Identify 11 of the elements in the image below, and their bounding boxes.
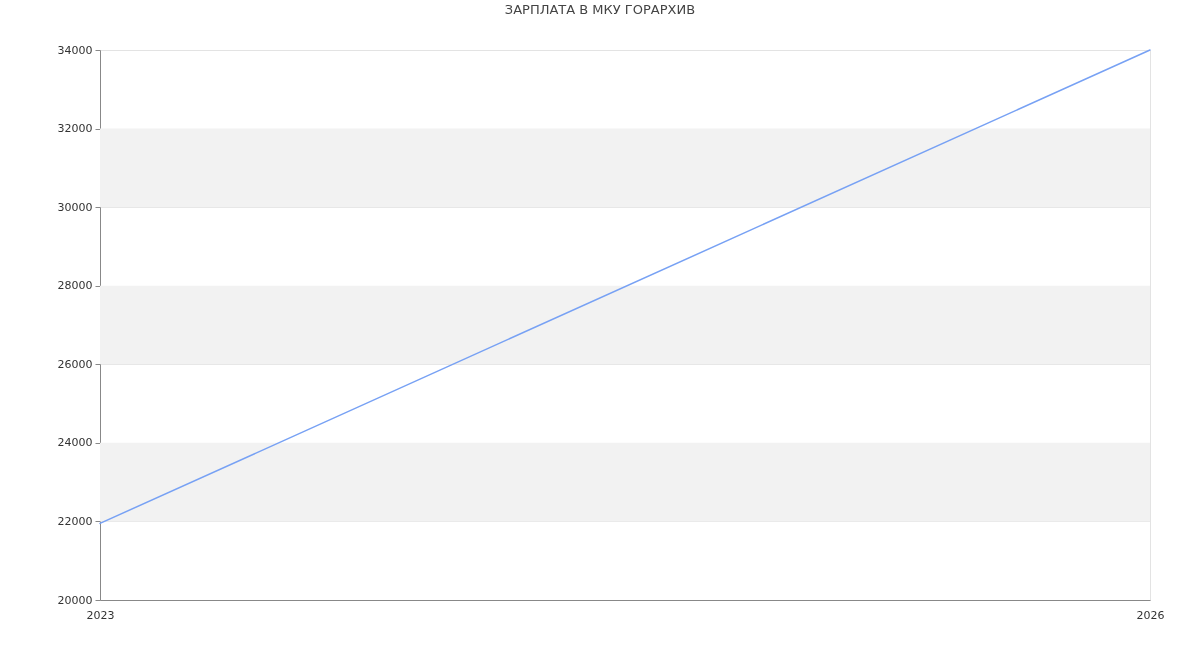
y-tick-label: 34000 [57,43,93,57]
y-tick-label: 32000 [57,122,93,136]
y-tick-label: 24000 [57,436,93,450]
y-tick-label: 28000 [57,279,93,293]
chart-title: ЗАРПЛАТА В МКУ ГОРАРХИВ [504,2,696,17]
y-tick-label: 26000 [57,357,93,371]
y-tick-label: 30000 [57,200,93,214]
y-tick-label: 22000 [57,514,93,528]
x-tick-label: 2023 [86,608,115,622]
x-tick-label: 2026 [1136,608,1165,622]
y-tick-label: 20000 [57,593,93,607]
